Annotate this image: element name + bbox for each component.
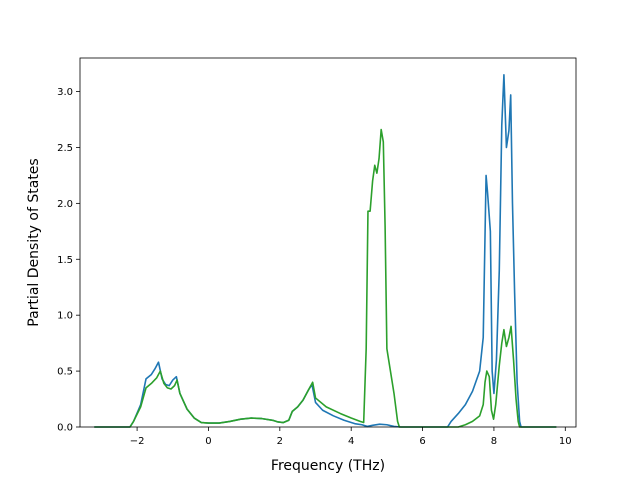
x-tick-label: 8 bbox=[491, 436, 497, 447]
x-tick-label: 6 bbox=[419, 436, 425, 447]
x-tick-label: 4 bbox=[348, 436, 354, 447]
y-tick-label: 1.5 bbox=[57, 255, 73, 266]
x-tick-label: 10 bbox=[559, 436, 572, 447]
y-tick-label: 0.0 bbox=[57, 423, 73, 434]
plot-frame bbox=[79, 57, 577, 428]
x-axis-ticks: −2 0 2 4 6 8 10 bbox=[130, 427, 572, 447]
y-tick-label: 1.0 bbox=[57, 311, 73, 322]
series-line-1 bbox=[94, 73, 557, 428]
y-tick-label: 2.5 bbox=[57, 143, 73, 154]
series-line-2 bbox=[94, 128, 557, 428]
x-tick-label: 2 bbox=[277, 436, 283, 447]
x-axis-label: Frequency (THz) bbox=[271, 458, 385, 474]
x-tick-label: −2 bbox=[130, 436, 145, 447]
y-axis-label: Partial Density of States bbox=[26, 158, 42, 326]
y-axis-ticks: 0.0 0.5 1.0 1.5 2.0 2.5 3.0 bbox=[57, 87, 80, 434]
y-tick-label: 3.0 bbox=[57, 87, 73, 98]
y-tick-label: 2.0 bbox=[57, 199, 73, 210]
x-tick-label: 0 bbox=[205, 436, 211, 447]
series-lines bbox=[94, 73, 557, 428]
y-tick-label: 0.5 bbox=[57, 367, 73, 378]
